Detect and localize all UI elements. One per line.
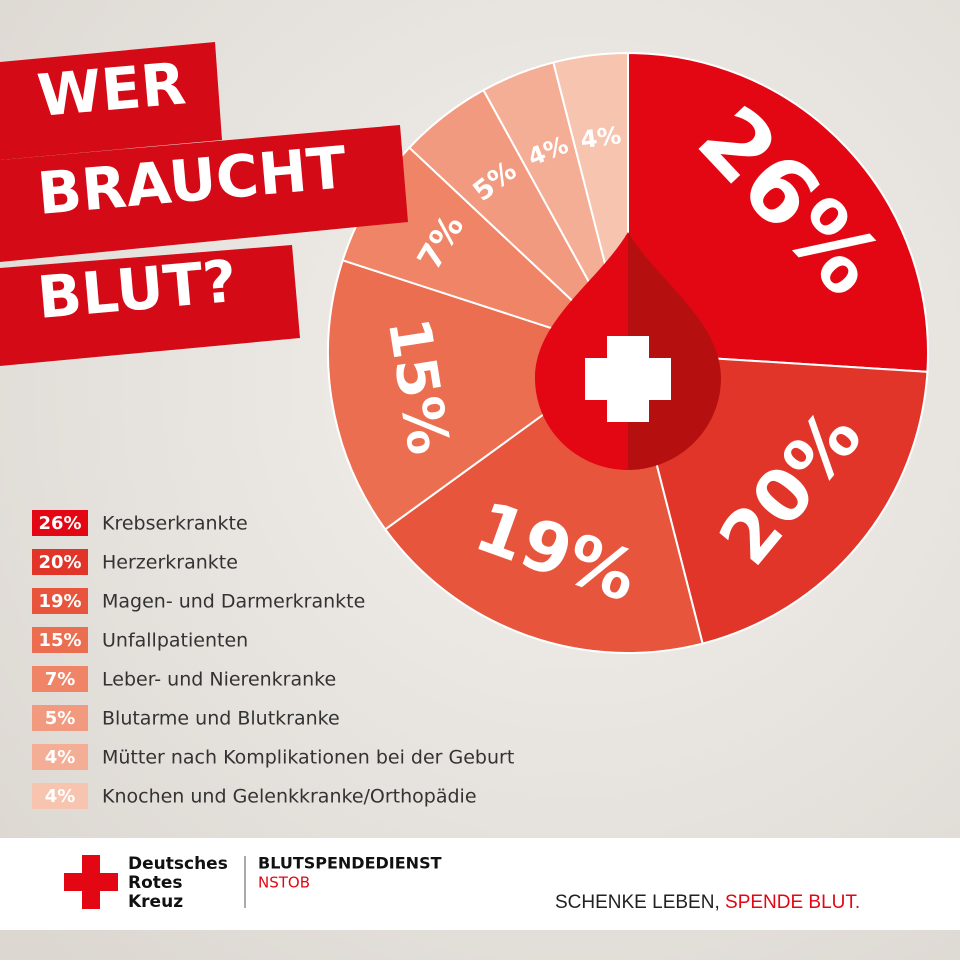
pie: 26%20%19%15%7%5%4% 4% (327, 51, 929, 654)
drop-icon (535, 232, 721, 470)
legend-label: Blutarme und Blutkranke (102, 708, 340, 730)
pie-slice (327, 259, 631, 531)
legend-value: 4% (45, 786, 76, 807)
org-name: Deutsches (128, 854, 228, 874)
legend-label: Leber- und Nierenkranke (102, 669, 336, 691)
slogan-part: SPENDE BLUT. (725, 892, 860, 913)
legend-swatch (32, 783, 88, 809)
legend-label: Unfallpatienten (102, 630, 248, 652)
legend-label: Knochen und Gelenkkranke/Orthopädie (102, 786, 477, 808)
legend-value: 15% (38, 630, 81, 651)
legend-label: Krebserkrankte (102, 513, 248, 535)
slogan: SCHENKE LEBEN, SPENDE BLUT. (555, 892, 860, 913)
legend-value: 26% (38, 513, 81, 534)
legend-swatch (32, 549, 88, 575)
red-cross-logo (64, 855, 118, 909)
legend-swatch (32, 627, 88, 653)
org-name: Kreuz (128, 892, 183, 912)
legend-swatch (32, 588, 88, 614)
legend-label: Herzerkrankte (102, 552, 238, 574)
footer-band (0, 838, 960, 930)
legend-swatch (32, 510, 88, 536)
pie-slice (627, 51, 929, 373)
legend-value: 7% (45, 669, 76, 690)
legend: 26% Krebserkrankte 20% Herzerkrankte 19% Mage… (32, 510, 514, 809)
legend-label: Magen- und Darmerkrankte (102, 591, 365, 613)
legend-value: 5% (45, 708, 76, 729)
legend-value: 19% (38, 591, 81, 612)
legend-swatch (32, 705, 88, 731)
service-name: BLUTSPENDEDIENST (258, 854, 442, 873)
org-name: Rotes (128, 873, 183, 893)
legend-label: Mütter nach Komplikationen bei der Gebur… (102, 747, 514, 769)
legend-value: 20% (38, 552, 81, 573)
slogan-part: SCHENKE LEBEN, (555, 892, 720, 913)
slice-label: 4% (579, 121, 623, 154)
legend-swatch (32, 666, 88, 692)
region-name: NSTOB (258, 874, 310, 892)
title-line: WER (35, 49, 189, 130)
legend-value: 4% (45, 747, 76, 768)
legend-swatch (32, 744, 88, 770)
title-banners: WER BRAUCHT BLUT? (0, 42, 408, 366)
